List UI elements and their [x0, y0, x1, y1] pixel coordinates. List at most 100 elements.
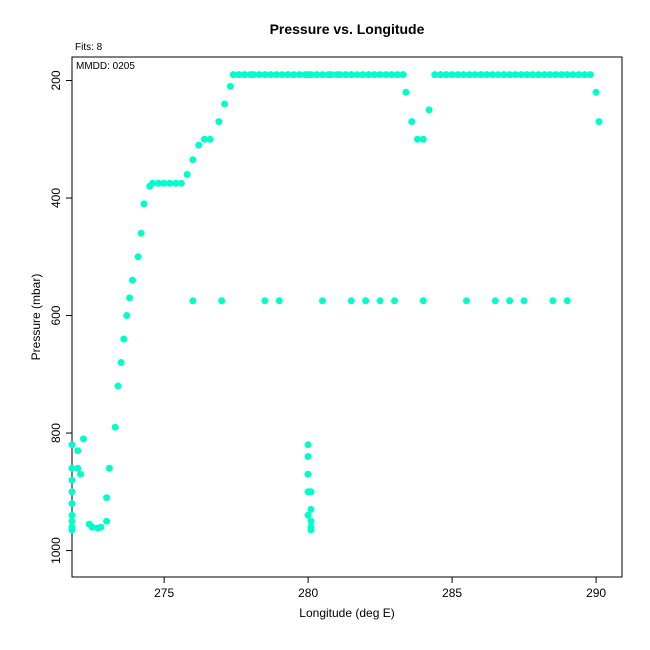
- y-tick-label: 800: [49, 423, 63, 443]
- data-point: [327, 71, 335, 79]
- data-point: [134, 253, 142, 261]
- data-point: [563, 297, 571, 305]
- data-point: [68, 511, 76, 519]
- plot-frame: [71, 56, 623, 578]
- data-point: [307, 517, 315, 525]
- data-point: [195, 141, 203, 149]
- data-point: [68, 464, 76, 472]
- data-point: [68, 500, 76, 508]
- data-point: [117, 359, 125, 366]
- data-point: [261, 297, 269, 305]
- data-point: [304, 511, 312, 519]
- data-point: [353, 71, 361, 79]
- x-tick-label: 275: [154, 586, 174, 600]
- data-point: [592, 88, 600, 96]
- data-point: [166, 179, 174, 187]
- data-point: [408, 118, 416, 126]
- data-point: [267, 71, 275, 79]
- data-point: [229, 71, 237, 79]
- data-point: [74, 447, 82, 455]
- data-point: [235, 71, 243, 79]
- data-point: [226, 82, 234, 90]
- data-point: [575, 71, 583, 79]
- x-tick-label: 280: [298, 586, 318, 600]
- data-point: [105, 464, 113, 472]
- data-point: [68, 476, 76, 484]
- y-tick-label: 200: [49, 70, 63, 90]
- data-point: [342, 71, 350, 79]
- data-point: [448, 71, 456, 79]
- data-point: [563, 71, 571, 79]
- data-point: [523, 71, 531, 79]
- x-axis: 275 280 285 290: [154, 577, 606, 600]
- data-point: [97, 523, 105, 531]
- data-point: [382, 71, 390, 79]
- data-point: [241, 71, 249, 79]
- data-point: [77, 470, 85, 478]
- data-point: [114, 382, 122, 390]
- data-point: [419, 297, 427, 305]
- data-point: [569, 71, 577, 79]
- data-point: [290, 71, 298, 79]
- data-point: [183, 171, 191, 178]
- data-point: [558, 71, 565, 79]
- data-point: [160, 179, 168, 187]
- x-tick-label: 290: [586, 586, 606, 600]
- data-point: [103, 517, 111, 525]
- data-point: [221, 100, 229, 108]
- y-tick-label: 600: [49, 305, 63, 325]
- data-point: [103, 494, 111, 502]
- x-tick-label: 285: [442, 586, 462, 600]
- data-point: [304, 441, 312, 449]
- data-point: [454, 71, 462, 79]
- data-point: [189, 156, 197, 164]
- data-point: [376, 297, 384, 305]
- data-point: [307, 488, 315, 496]
- data-point: [249, 71, 257, 79]
- data-point: [540, 71, 548, 79]
- data-point: [425, 106, 433, 114]
- data-point: [201, 135, 208, 143]
- data-point: [304, 470, 312, 478]
- data-point: [177, 179, 185, 187]
- data-point: [506, 71, 514, 79]
- data-point: [471, 71, 479, 79]
- data-point: [483, 71, 491, 79]
- data-point: [307, 526, 315, 534]
- data-point: [120, 335, 128, 343]
- data-point: [376, 71, 384, 79]
- fits-annotation: Fits: 8: [75, 42, 103, 53]
- data-point: [388, 71, 396, 79]
- data-point: [129, 276, 136, 284]
- data-point: [529, 71, 537, 79]
- data-point: [189, 297, 197, 305]
- data-point: [154, 179, 162, 187]
- data-point: [275, 297, 283, 305]
- data-point: [273, 71, 280, 79]
- data-point: [126, 294, 134, 302]
- data-point: [362, 297, 370, 305]
- data-point: [68, 526, 76, 534]
- data-point: [477, 71, 485, 79]
- data-point: [512, 71, 519, 79]
- data-point: [80, 435, 87, 443]
- data-point: [307, 71, 315, 79]
- data-point: [172, 179, 180, 187]
- data-point: [391, 297, 398, 305]
- data-point: [319, 297, 326, 305]
- data-point: [402, 88, 410, 96]
- data-point: [111, 423, 119, 431]
- data-point: [336, 71, 344, 79]
- data-point: [500, 71, 508, 79]
- data-point: [552, 71, 560, 79]
- data-point: [255, 71, 263, 79]
- data-point: [215, 118, 223, 126]
- points-layer: [68, 71, 603, 534]
- data-point: [463, 297, 470, 305]
- data-point: [123, 312, 131, 319]
- data-point: [68, 441, 76, 449]
- data-point: [494, 71, 502, 79]
- data-point: [465, 71, 473, 79]
- data-point: [393, 71, 401, 79]
- data-point: [431, 71, 439, 79]
